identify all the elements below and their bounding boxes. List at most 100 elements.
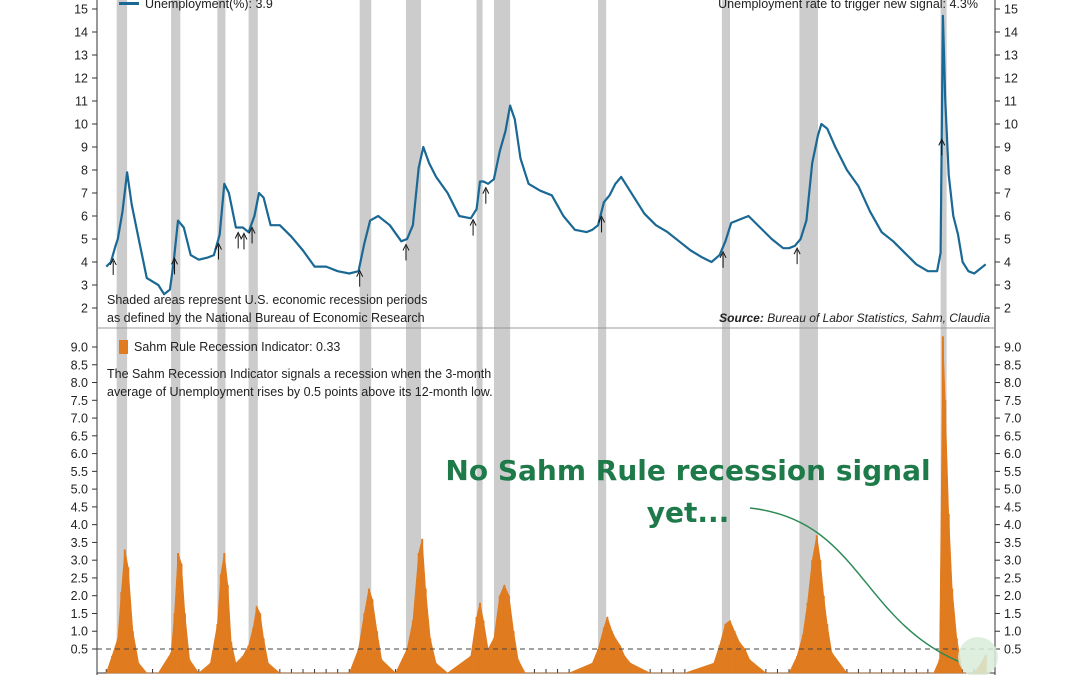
sahm-bar (223, 553, 226, 673)
recession-band-5 (405, 0, 422, 673)
sahm-bar (606, 617, 609, 673)
y-tick-label-right: 4.0 (1004, 518, 1021, 532)
y-tick-label-right: 4.5 (1004, 500, 1021, 514)
sahm-note-line1: The Sahm Recession Indicator signals a r… (107, 367, 491, 381)
y-tick-label-left: 0.5 (71, 643, 88, 657)
unemployment-line (105, 14, 987, 296)
y-tick-label-left: 9 (81, 141, 88, 155)
y-tick-label-left: 9.0 (71, 341, 88, 355)
sahm-bar (819, 560, 822, 673)
sahm-bar (610, 631, 613, 673)
signal-arrow (402, 243, 410, 261)
y-tick-label-right: 9 (1004, 141, 1011, 155)
sahm-bar (479, 602, 482, 673)
y-tick-label-left: 5 (81, 233, 88, 247)
sahm-bar (796, 656, 799, 673)
y-tick-label-right: 3.0 (1004, 554, 1021, 568)
sahm-bar (406, 649, 409, 673)
y-tick-label-right: 7.0 (1004, 412, 1021, 426)
sahm-bar (367, 588, 370, 673)
recession-band-2 (217, 0, 226, 673)
sahm-bar (234, 663, 237, 673)
y-tick-label-right: 4 (1004, 256, 1011, 270)
source-note: Source: Bureau of Labor Statistics, Sahm… (719, 311, 990, 325)
sahm-bar (614, 638, 617, 673)
sahm-bar (947, 513, 950, 673)
signal-arrow (240, 232, 248, 250)
sahm-bar (728, 620, 731, 673)
sahm-bar (744, 649, 747, 673)
recession-band-0 (116, 0, 128, 673)
sahm-bar (811, 560, 814, 673)
y-tick-label-right: 7 (1004, 187, 1011, 201)
y-tick-label-left: 1.0 (71, 625, 88, 639)
sahm-bar (188, 659, 191, 673)
recession-band-6 (476, 0, 483, 673)
y-tick-label-left: 3.5 (71, 536, 88, 550)
sahm-bar (435, 663, 438, 673)
recession-shading (116, 0, 947, 673)
y-tick-label-right: 11 (1004, 95, 1017, 109)
signal-arrow (938, 138, 946, 156)
sahm-legend-swatch (119, 340, 128, 354)
sahm-bar (498, 595, 501, 673)
source-text: Bureau of Labor Statistics, Sahm, Claudi… (767, 311, 990, 325)
y-tick-label-right: 5.5 (1004, 465, 1021, 479)
sahm-bar (424, 588, 427, 673)
sahm-bar (267, 663, 270, 673)
signal-arrow (356, 269, 364, 287)
sahm-bar (429, 638, 432, 673)
sahm-legend: Sahm Rule Recession Indicator: 0.33 (134, 340, 340, 354)
sahm-bar (247, 645, 250, 673)
signal-arrow (598, 215, 605, 233)
sahm-bar (475, 617, 478, 673)
sahm-bar (376, 631, 379, 673)
sahm-bar (503, 585, 506, 673)
y-tick-label-left: 14 (74, 26, 88, 40)
sahm-y-ticks: 0.5 0.5 1.0 1.0 1.5 1.5 2.0 2.0 2.5 2.5 3.0 3.0 3.5 3… (71, 341, 1022, 657)
sahm-bar (822, 595, 825, 673)
signal-arrow (234, 231, 242, 249)
sahm-bar (219, 574, 222, 673)
y-tick-label-left: 4.5 (71, 500, 88, 514)
signal-arrows (109, 138, 946, 287)
signal-arrow (215, 242, 222, 260)
y-tick-label-left: 12 (74, 72, 88, 86)
y-tick-label-right: 9.0 (1004, 341, 1021, 355)
y-tick-label-left: 1.5 (71, 607, 88, 621)
y-tick-label-right: 6 (1004, 210, 1011, 224)
unemployment-legend: Unemployment(%): 3.9 (145, 0, 273, 11)
sahm-bar (806, 602, 809, 673)
recession-band-3 (248, 0, 258, 673)
sahm-bar (482, 620, 485, 673)
sahm-bar (380, 659, 383, 673)
y-tick-label-right: 6.0 (1004, 447, 1021, 461)
y-tick-label-right: 2 (1004, 302, 1011, 316)
sahm-bar (738, 641, 741, 673)
sahm-bar (815, 535, 818, 673)
y-tick-label-right: 2.5 (1004, 571, 1021, 585)
y-tick-label-left: 2 (81, 302, 88, 316)
y-tick-label-right: 14 (1004, 26, 1018, 40)
recession-band-9 (721, 0, 730, 673)
y-tick-label-left: 8.5 (71, 358, 88, 372)
sahm-bar (120, 592, 123, 673)
recession-band-8 (598, 0, 607, 673)
sahm-series (105, 336, 987, 674)
sahm-bar (417, 553, 420, 673)
y-tick-label-left: 4 (81, 256, 88, 270)
sahm-bar (177, 553, 180, 673)
signal-arrow (482, 186, 490, 204)
y-tick-label-left: 8 (81, 164, 88, 178)
recession-note-line1: Shaded areas represent U.S. economic rec… (107, 293, 427, 307)
sahm-bar (209, 663, 212, 673)
sahm-bar (363, 613, 366, 673)
y-tick-label-left: 2.5 (71, 571, 88, 585)
y-tick-label-left: 5.5 (71, 465, 88, 479)
unemployment-y-ticks: 2 2 3 3 4 4 5 5 6 6 7 7 8 8 9 9 10 10 11 11 12 12 13 13 14 14 15 15 (74, 3, 1018, 316)
latest-value-circle (958, 637, 998, 675)
sahm-bar (357, 649, 360, 673)
sahm-bar (469, 656, 472, 673)
signal-arrow (469, 218, 477, 236)
